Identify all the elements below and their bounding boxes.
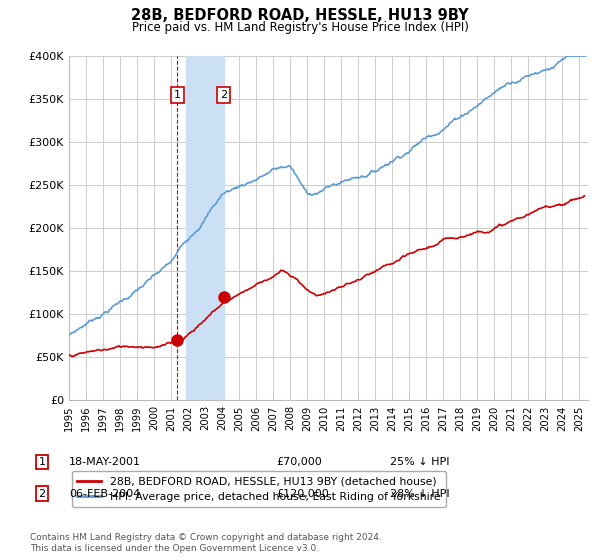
Text: 28B, BEDFORD ROAD, HESSLE, HU13 9BY: 28B, BEDFORD ROAD, HESSLE, HU13 9BY [131,8,469,24]
Text: 2: 2 [220,90,227,100]
Text: £70,000: £70,000 [276,457,322,467]
Legend: 28B, BEDFORD ROAD, HESSLE, HU13 9BY (detached house), HPI: Average price, detach: 28B, BEDFORD ROAD, HESSLE, HU13 9BY (det… [72,472,446,507]
Text: 18-MAY-2001: 18-MAY-2001 [69,457,141,467]
Text: 1: 1 [174,90,181,100]
Text: £120,000: £120,000 [276,489,329,499]
Text: 2: 2 [38,489,46,499]
Text: Price paid vs. HM Land Registry's House Price Index (HPI): Price paid vs. HM Land Registry's House … [131,21,469,34]
Text: 1: 1 [38,457,46,467]
Text: 28% ↓ HPI: 28% ↓ HPI [390,489,449,499]
Text: 06-FEB-2004: 06-FEB-2004 [69,489,140,499]
Text: Contains HM Land Registry data © Crown copyright and database right 2024.
This d: Contains HM Land Registry data © Crown c… [30,533,382,553]
Bar [186,56,224,400]
Text: 25% ↓ HPI: 25% ↓ HPI [390,457,449,467]
